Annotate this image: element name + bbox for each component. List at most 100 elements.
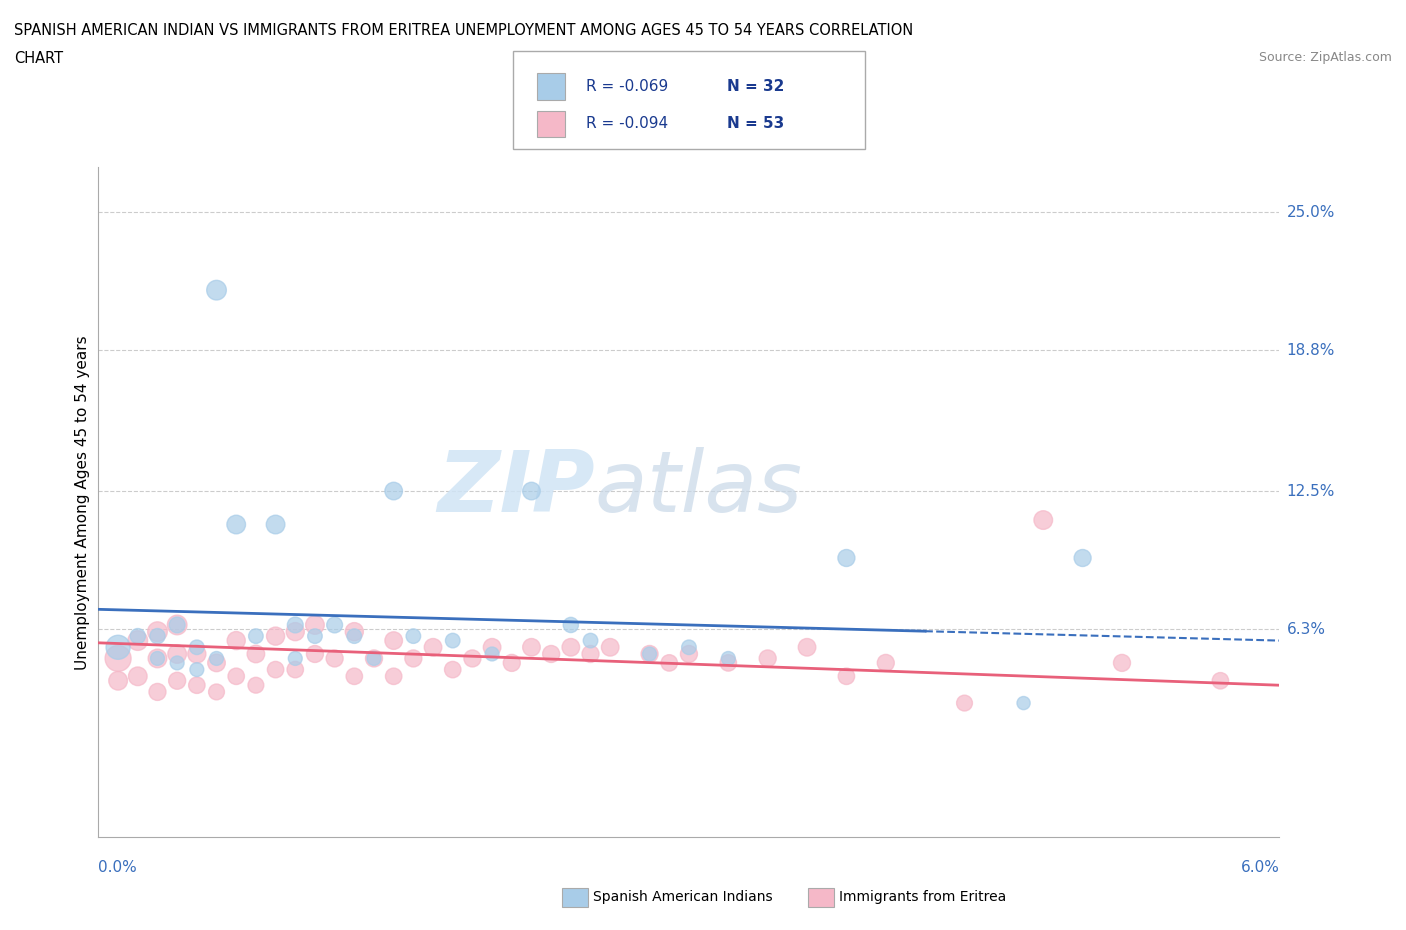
Point (225, 633, 247, 648)
Text: Spanish American Indians: Spanish American Indians (593, 890, 773, 905)
Point (599, 640, 621, 655)
Point (186, 678, 208, 693)
Point (382, 484, 405, 498)
Point (343, 669, 366, 684)
Text: 25.0%: 25.0% (1286, 205, 1334, 219)
Point (205, 283, 228, 298)
Point (756, 651, 779, 666)
Point (717, 651, 740, 666)
Point (186, 662, 208, 677)
Point (166, 646, 188, 661)
Point (146, 624, 169, 639)
Point (146, 629, 169, 644)
Text: SPANISH AMERICAN INDIAN VS IMMIGRANTS FROM ERITREA UNEMPLOYMENT AMONG AGES 45 TO: SPANISH AMERICAN INDIAN VS IMMIGRANTS FR… (14, 23, 914, 38)
Point (1071, 551, 1094, 565)
Point (402, 651, 425, 666)
Point (441, 633, 464, 648)
Point (343, 629, 366, 644)
Point (717, 656, 740, 671)
Point (1209, 673, 1232, 688)
Text: N = 32: N = 32 (727, 79, 785, 94)
Point (166, 656, 188, 671)
Point (382, 633, 405, 648)
Point (284, 651, 307, 666)
Point (284, 618, 307, 632)
Text: 18.8%: 18.8% (1286, 343, 1334, 358)
Point (796, 640, 818, 655)
Point (579, 633, 602, 648)
Point (107, 651, 129, 666)
Point (264, 629, 287, 644)
Point (304, 646, 326, 661)
Y-axis label: Unemployment Among Ages 45 to 54 years: Unemployment Among Ages 45 to 54 years (75, 335, 90, 670)
Text: ZIP: ZIP (437, 447, 595, 530)
Point (1012, 696, 1035, 711)
Text: Immigrants from Eritrea: Immigrants from Eritrea (839, 890, 1007, 905)
Text: R = -0.094: R = -0.094 (586, 116, 668, 131)
Point (1111, 656, 1133, 671)
Point (501, 656, 523, 671)
Text: 6.3%: 6.3% (1286, 622, 1326, 637)
Point (166, 673, 188, 688)
Point (363, 651, 385, 666)
Text: 6.0%: 6.0% (1240, 860, 1279, 875)
Point (402, 629, 425, 644)
Point (363, 651, 385, 666)
Point (461, 651, 484, 666)
Point (422, 640, 444, 655)
Point (264, 662, 287, 677)
Point (678, 646, 700, 661)
Point (245, 646, 267, 661)
Point (146, 651, 169, 666)
Point (953, 696, 976, 711)
Text: R = -0.069: R = -0.069 (586, 79, 668, 94)
Point (323, 618, 346, 632)
Text: 12.5%: 12.5% (1286, 484, 1334, 498)
Point (166, 618, 188, 632)
Point (520, 640, 543, 655)
Point (520, 484, 543, 498)
Point (146, 684, 169, 699)
Point (146, 651, 169, 666)
Point (638, 646, 661, 661)
Text: N = 53: N = 53 (727, 116, 785, 131)
Point (107, 640, 129, 655)
Point (579, 646, 602, 661)
Point (638, 646, 661, 661)
Point (284, 624, 307, 639)
Text: 0.0%: 0.0% (98, 860, 138, 875)
Point (481, 640, 503, 655)
Point (441, 662, 464, 677)
Point (540, 646, 562, 661)
Point (481, 646, 503, 661)
Text: CHART: CHART (14, 51, 63, 66)
Point (560, 640, 582, 655)
Point (186, 640, 208, 655)
Point (225, 517, 247, 532)
Point (284, 662, 307, 677)
Point (382, 669, 405, 684)
Point (205, 651, 228, 666)
Point (658, 656, 681, 671)
Point (835, 669, 858, 684)
Text: Source: ZipAtlas.com: Source: ZipAtlas.com (1258, 51, 1392, 64)
Point (186, 646, 208, 661)
Point (127, 633, 149, 648)
Point (127, 629, 149, 644)
Point (245, 629, 267, 644)
Point (1032, 512, 1054, 527)
Point (560, 618, 582, 632)
Point (205, 656, 228, 671)
Point (107, 673, 129, 688)
Point (264, 517, 287, 532)
Point (304, 618, 326, 632)
Point (343, 624, 366, 639)
Point (127, 669, 149, 684)
Point (205, 684, 228, 699)
Point (166, 618, 188, 632)
Text: atlas: atlas (595, 447, 803, 530)
Point (225, 669, 247, 684)
Point (875, 656, 897, 671)
Point (323, 651, 346, 666)
Point (835, 551, 858, 565)
